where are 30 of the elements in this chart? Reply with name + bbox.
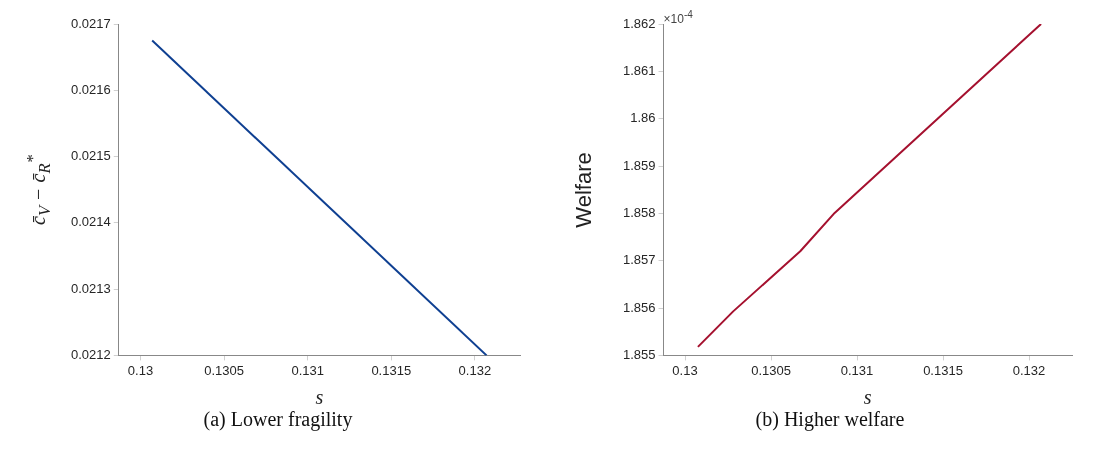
y-tick-label: 1.862 (622, 15, 656, 31)
y-tick-label: 1.857 (622, 252, 656, 268)
y-tick-label: 0.0213 (71, 280, 111, 296)
y-tick-label: 0.0217 (71, 15, 111, 31)
x-tick-label: 0.13 (127, 362, 154, 378)
y-tick-label: 1.858 (622, 204, 656, 220)
x-tick-label: 0.131 (291, 362, 324, 378)
x-tick-label: 0.131 (840, 362, 874, 378)
y-tick-label: 1.86 (630, 110, 656, 126)
text: (b) Higher welfare (754, 408, 906, 431)
y-tick-label: 0.0215 (71, 148, 111, 164)
x-tick-label: 0.13 (672, 362, 698, 378)
x-tick-label: 0.1315 (923, 362, 963, 378)
x-axis-title: s (314, 385, 325, 410)
x-tick-label: 0.1305 (751, 362, 791, 378)
y-tick-label: 1.859 (622, 157, 656, 173)
y-tick-label: 0.0212 (71, 346, 111, 362)
annotation: ×10$^{-4}$ (663, 8, 693, 26)
y-tick-label: 1.855 (622, 346, 656, 362)
text: (a) Lower fragility (202, 408, 354, 431)
x-tick-label: 0.1305 (204, 362, 244, 378)
x-tick-label: 0.132 (458, 362, 492, 378)
y-tick-label: 1.856 (622, 299, 656, 315)
x-tick-label: 0.1315 (371, 362, 412, 378)
x-tick-label: 0.132 (1012, 362, 1046, 378)
y-tick-label: 0.0214 (71, 214, 111, 230)
x-axis-title: s (862, 385, 873, 410)
y-axis-title: Welfare (570, 151, 597, 228)
y-tick-label: 1.861 (622, 62, 656, 78)
y-tick-label: 0.0216 (71, 81, 111, 97)
